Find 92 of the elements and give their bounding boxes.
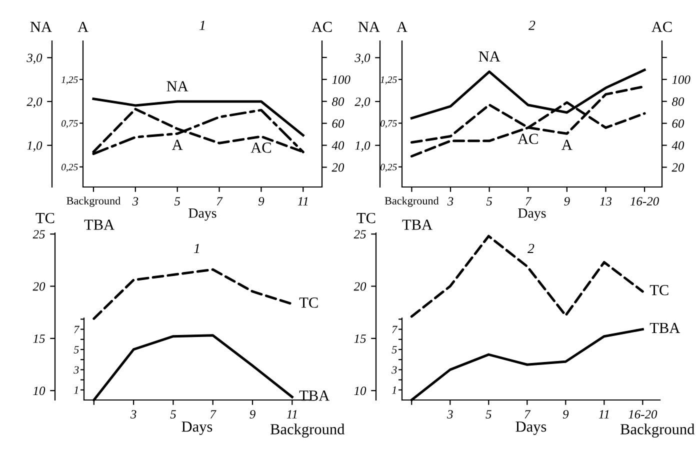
y-tick-label: 10 [354,386,366,396]
x-tick-label: 9 [258,197,264,206]
x-tick-label: 5 [486,410,492,419]
x-tick-label: 5 [486,197,492,206]
x-tick-label: 7 [524,410,531,418]
x-tick-label: 7 [526,197,532,206]
y2-tick-label: 7 [392,326,398,334]
y3-tick-label: 80 [672,97,684,106]
y-tick-label: 3,0 [26,54,42,64]
y-tick-label: 15 [354,334,366,343]
text: Background [270,424,345,438]
y2-tick-label: 1 [392,386,396,394]
series-label: NA [166,81,188,92]
x-tick-label: 7 [216,197,223,206]
y2-axis-title: A [78,22,88,32]
y-axis-title: TC [356,212,376,224]
y2-tick-label: 7 [74,326,80,334]
y2-tick-label: 0,75 [62,120,78,128]
y3-axis-title: AC [652,22,672,32]
y-axis-title: NA [30,22,52,32]
series-label: AC [250,142,271,153]
x-tick-label: 3 [447,197,454,206]
x-tick-label: 3 [132,197,138,206]
text: 1 [194,244,199,254]
series-label: TC [650,285,668,296]
y2-tick-label: 0,25 [380,164,397,172]
y3-tick-label: 40 [332,141,344,150]
y3-tick-label: 20 [332,163,344,172]
text: Background [620,424,695,438]
y-tick-label: 1,0 [27,141,42,152]
y3-tick-label: 100 [672,75,690,84]
chart-title: 2 [528,20,536,30]
x-axis-title: Days [188,208,216,221]
x-axis-title: Days [516,422,546,435]
y-axis-title: NA [358,22,380,32]
y2-tick-label: 1,25 [380,76,397,84]
x-tick-label: 9 [250,410,256,419]
x-tick-label: Background [66,196,120,207]
x-axis-title: Days [182,422,212,435]
x-tick-label: 3 [130,410,136,419]
y3-tick-label: 100 [332,75,350,84]
series-label: TBA [650,322,680,333]
series-label: TC [299,298,318,308]
x-tick-label: 16-20 [628,410,658,419]
y3-tick-label: 20 [672,163,684,172]
y2-tick-label: 1 [74,386,78,394]
y2-tick-label: 3 [74,366,79,374]
y-axis-title: TC [36,212,54,224]
y-tick-label: 20 [354,282,366,291]
y-tick-label: 20 [32,282,46,291]
x-tick-label: 11 [598,410,609,418]
y3-axis-title: AC [312,22,332,32]
x-tick-label: 13 [600,197,612,206]
series-label: A [172,140,183,150]
x-tick-label: 11 [286,410,297,418]
y-tick-label: 25 [32,230,45,239]
y2-tick-label: 3 [392,366,397,374]
x-tick-label: 9 [564,197,570,206]
x-tick-label: Background [384,196,439,207]
y-tick-label: 10 [33,386,46,396]
y2-axis-title: TBA [402,220,432,230]
y2-tick-label: 0,75 [380,120,397,128]
series-label: A [562,140,572,150]
y-tick-label: 1,0 [355,141,370,152]
y-tick-label: 3,0 [354,54,370,64]
y3-tick-label: 80 [332,97,344,106]
chart-title: 1 [200,20,204,30]
y-tick-label: 2,0 [354,98,370,108]
y2-axis-title: A [396,22,408,32]
y3-tick-label: 60 [672,119,684,128]
x-axis-title: Days [518,208,546,221]
y2-tick-label: 1,25 [61,76,78,84]
y2-tick-label: 5 [392,346,397,354]
series-label: NA [478,51,500,62]
series-label: TBA [299,390,330,401]
y2-tick-label: 5 [74,346,79,354]
y2-axis-title: TBA [84,220,114,230]
y3-tick-label: 60 [332,119,344,128]
y-tick-label: 15 [33,334,45,343]
x-tick-label: 5 [174,197,180,206]
y-tick-label: 2,0 [26,98,42,108]
text: 2 [528,244,534,254]
y-tick-label: 25 [354,230,366,239]
x-tick-label: 7 [210,410,216,418]
x-tick-label: 11 [298,197,308,206]
x-tick-label: 3 [446,410,453,419]
x-tick-label: 16-20 [630,197,659,206]
x-tick-label: 9 [562,410,569,419]
series-label: AC [518,134,538,144]
y2-tick-label: 0,25 [62,164,78,172]
x-tick-label: 5 [170,410,176,419]
y3-tick-label: 40 [672,141,684,150]
